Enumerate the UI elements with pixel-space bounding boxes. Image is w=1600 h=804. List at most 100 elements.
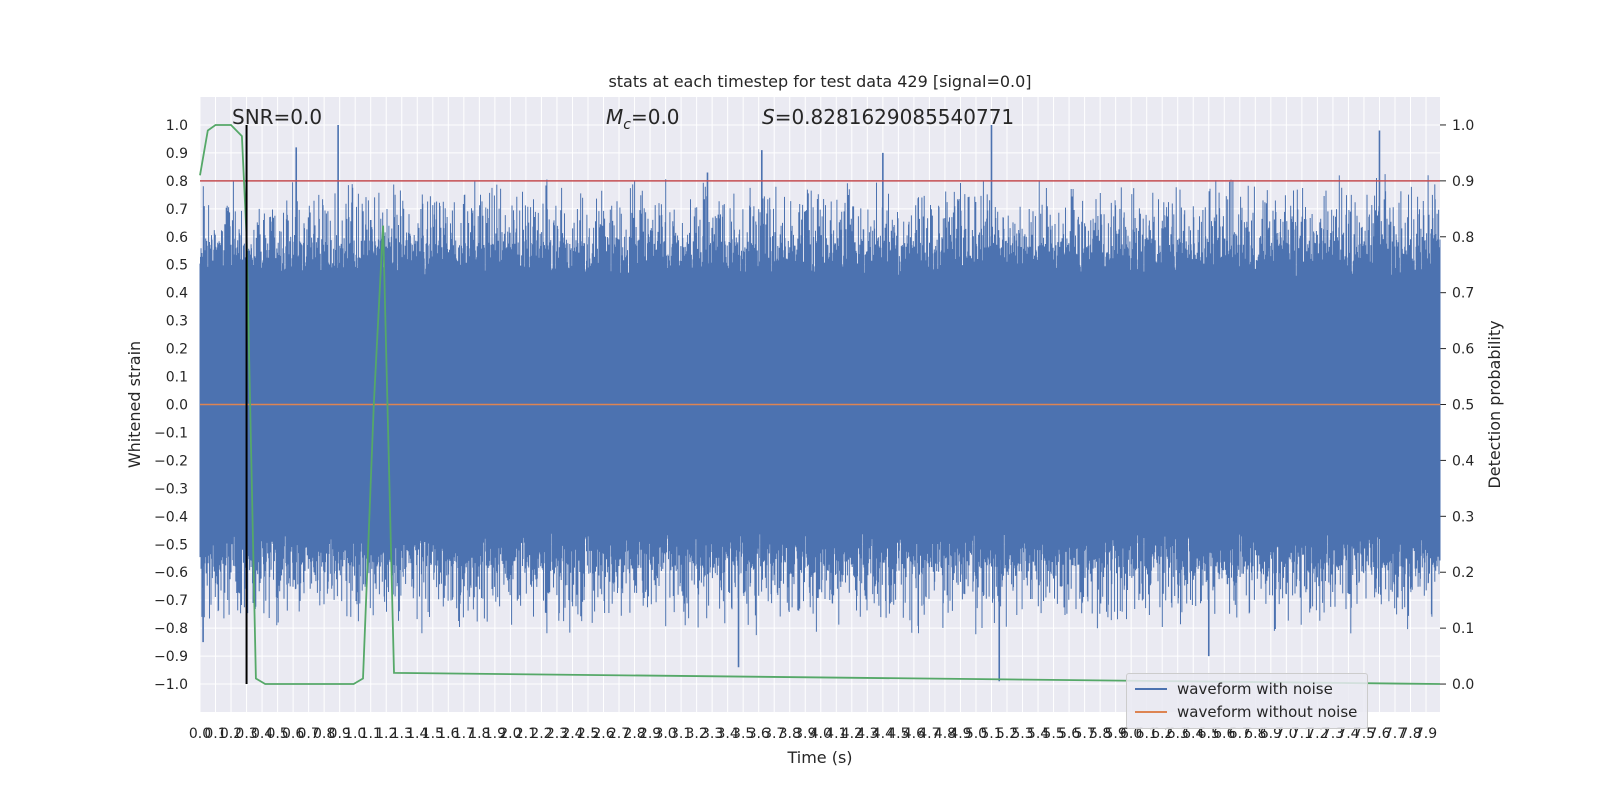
legend-item-clean: waveform without noise <box>1135 701 1357 723</box>
y-tick-label: −0.9 <box>154 649 188 665</box>
x-tick-label: 7.2 <box>1306 726 1328 742</box>
x-tick-label: 0.5 <box>266 726 288 742</box>
x-tick-label: 1.4 <box>406 726 428 742</box>
x-tick-label: 0.2 <box>220 726 242 742</box>
x-tick-label: 7.3 <box>1322 726 1344 742</box>
x-tick-label: 4.2 <box>841 726 863 742</box>
x-tick-label: 6.6 <box>1213 726 1235 742</box>
x-tick-label: 0.6 <box>282 726 304 742</box>
s-annotation: S=0.8281629085540771 <box>762 105 1014 129</box>
x-tick-label: 2.5 <box>577 726 599 742</box>
x-tick-label: 7.4 <box>1337 726 1359 742</box>
y-tick-label: −0.1 <box>154 425 188 441</box>
x-tick-label: 1.0 <box>344 726 366 742</box>
x-tick-label: 3.6 <box>748 726 770 742</box>
x-tick-label: 2.1 <box>515 726 537 742</box>
y2-tick-label: 0.4 <box>1452 453 1474 469</box>
x-tick-label: 4.8 <box>934 726 956 742</box>
y2-tick-label: 0.2 <box>1452 565 1474 581</box>
legend-swatch-noise <box>1135 688 1167 690</box>
x-tick-label: 6.4 <box>1182 726 1204 742</box>
y-tick-label: −0.5 <box>154 537 188 553</box>
x-tick-label: 4.5 <box>887 726 909 742</box>
x-tick-label: 2.4 <box>561 726 583 742</box>
legend-label-clean: waveform without noise <box>1177 703 1358 721</box>
x-tick-label: 2.8 <box>623 726 645 742</box>
legend-swatch-clean <box>1135 711 1167 713</box>
snr-annotation: SNR=0.0 <box>232 105 322 129</box>
x-tick-label: 2.9 <box>639 726 661 742</box>
y-tick-label: 0.8 <box>166 174 188 190</box>
y2-tick-label: 0.9 <box>1452 174 1474 190</box>
x-tick-label: 1.8 <box>468 726 490 742</box>
x-tick-label: 4.0 <box>810 726 832 742</box>
legend: waveform with noise waveform without noi… <box>1126 673 1368 729</box>
y-tick-label: 0.4 <box>166 286 188 302</box>
x-tick-label: 1.1 <box>360 726 382 742</box>
y-tick-label: 0.7 <box>166 202 188 218</box>
x-tick-label: 4.9 <box>949 726 971 742</box>
x-tick-label: 2.3 <box>546 726 568 742</box>
y-axis-label: Whitened strain <box>125 341 144 468</box>
y-tick-label: 0.5 <box>166 258 188 274</box>
x-tick-label: 6.2 <box>1151 726 1173 742</box>
y-tick-label: 1.0 <box>166 118 188 134</box>
y2-tick-label: 0.7 <box>1452 286 1474 302</box>
detection-probability-line <box>199 124 1441 685</box>
x-tick-label: 4.3 <box>856 726 878 742</box>
y2-tick-label: 0.3 <box>1452 509 1474 525</box>
y-tick-label: 0.3 <box>166 314 188 330</box>
x-tick-label: 0.7 <box>298 726 320 742</box>
x-tick-label: 1.5 <box>422 726 444 742</box>
x-tick-label: 3.2 <box>685 726 707 742</box>
x-tick-label: 3.1 <box>670 726 692 742</box>
y2-tick-label: 0.1 <box>1452 621 1474 637</box>
x-tick-label: 7.6 <box>1368 726 1390 742</box>
x-tick-label: 5.5 <box>1042 726 1064 742</box>
x-tick-label: 0.9 <box>329 726 351 742</box>
y-tick-label: −0.2 <box>154 453 188 469</box>
y-tick-label: −0.8 <box>154 621 188 637</box>
x-tick-label: 6.7 <box>1229 726 1251 742</box>
x-tick-label: 3.5 <box>732 726 754 742</box>
x-tick-label: 1.6 <box>437 726 459 742</box>
y-tick-label: −1.0 <box>154 677 188 693</box>
x-axis-label: Time (s) <box>786 748 852 767</box>
x-tick-label: 3.4 <box>717 726 739 742</box>
x-tick-label: 2.7 <box>608 726 630 742</box>
x-tick-label: 5.3 <box>1011 726 1033 742</box>
x-tick-label: 6.0 <box>1120 726 1142 742</box>
x-tick-label: 6.5 <box>1198 726 1220 742</box>
y-tick-label: 0.9 <box>166 146 188 162</box>
x-tick-label: 6.3 <box>1167 726 1189 742</box>
x-tick-label: 6.9 <box>1260 726 1282 742</box>
x-tick-label: 0.8 <box>313 726 335 742</box>
x-tick-label: 1.7 <box>453 726 475 742</box>
x-tick-label: 1.2 <box>375 726 397 742</box>
x-tick-label: 3.3 <box>701 726 723 742</box>
y2-tick-label: 0.8 <box>1452 230 1474 246</box>
x-tick-label: 7.8 <box>1399 726 1421 742</box>
x-tick-label: 0.4 <box>251 726 273 742</box>
x-tick-label: 4.7 <box>918 726 940 742</box>
y2-tick-label: 0.5 <box>1452 398 1474 414</box>
y-tick-label: 0.2 <box>166 342 188 358</box>
x-tick-label: 5.7 <box>1073 726 1095 742</box>
x-tick-label: 7.7 <box>1384 726 1406 742</box>
x-tick-label: 5.0 <box>965 726 987 742</box>
y2-tick-label: 0.6 <box>1452 342 1474 358</box>
y-tick-label: −0.6 <box>154 565 188 581</box>
x-tick-label: 2.0 <box>499 726 521 742</box>
y2-axis-label: Detection probability <box>1485 320 1504 488</box>
x-tick-label: 4.1 <box>825 726 847 742</box>
x-tick-label: 1.9 <box>484 726 506 742</box>
x-tick-label: 3.9 <box>794 726 816 742</box>
x-tick-label: 0.3 <box>235 726 257 742</box>
chart-title: stats at each timestep for test data 429… <box>608 72 1031 91</box>
x-tick-label: 1.3 <box>391 726 413 742</box>
x-tick-label: 2.6 <box>592 726 614 742</box>
x-tick-label: 2.2 <box>530 726 552 742</box>
legend-item-noise: waveform with noise <box>1135 678 1333 700</box>
